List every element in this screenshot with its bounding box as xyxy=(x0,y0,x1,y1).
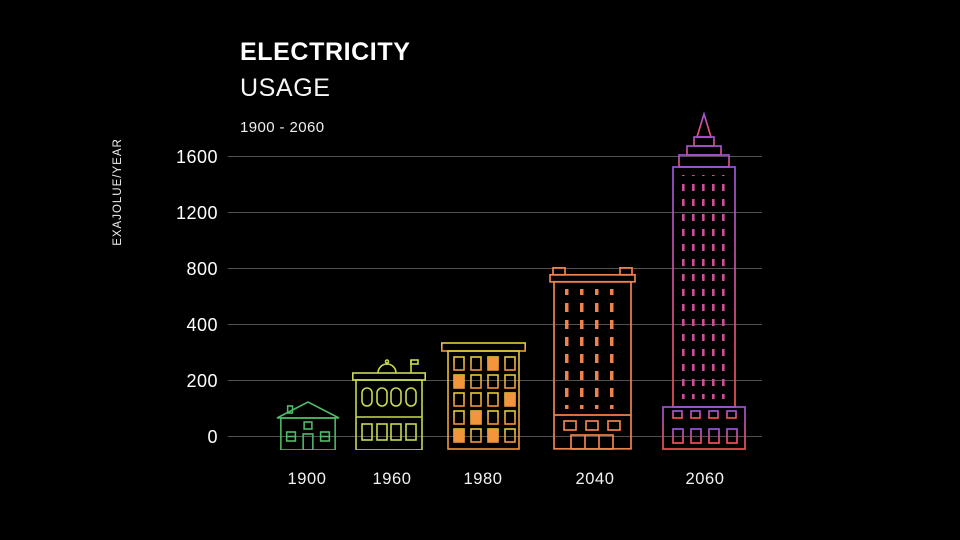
skyscraper-icon xyxy=(661,107,747,450)
y-tick-1600: 1600 xyxy=(175,147,218,167)
y-tick-200: 200 xyxy=(186,371,218,391)
x-tick-1980: 1980 xyxy=(463,470,503,488)
gridline-400 xyxy=(228,324,762,325)
y-tick-1200: 1200 xyxy=(175,203,218,223)
x-tick-1900: 1900 xyxy=(287,470,327,488)
office-tower-icon xyxy=(549,267,636,450)
chart-title-word2: USAGE xyxy=(240,74,331,102)
x-tick-2040: 2040 xyxy=(575,470,615,488)
gridline-200 xyxy=(228,380,762,381)
x-tick-2060: 2060 xyxy=(685,470,725,488)
y-tick-800: 800 xyxy=(186,259,218,279)
title-block: ELECTRICITY USAGE 1900 - 2060 xyxy=(240,38,411,136)
chart-title: ELECTRICITY xyxy=(240,38,411,66)
chart-year-range: 1900 - 2060 xyxy=(240,119,325,136)
two-story-house-icon xyxy=(352,357,426,450)
gridline-800 xyxy=(228,268,762,269)
small-house-icon xyxy=(276,400,340,450)
x-tick-1960: 1960 xyxy=(372,470,412,488)
y-tick-0: 0 xyxy=(207,427,218,447)
gridline-1600 xyxy=(228,156,762,157)
gridline-1200 xyxy=(228,212,762,213)
apartment-block-icon xyxy=(441,337,526,450)
y-tick-400: 400 xyxy=(186,315,218,335)
